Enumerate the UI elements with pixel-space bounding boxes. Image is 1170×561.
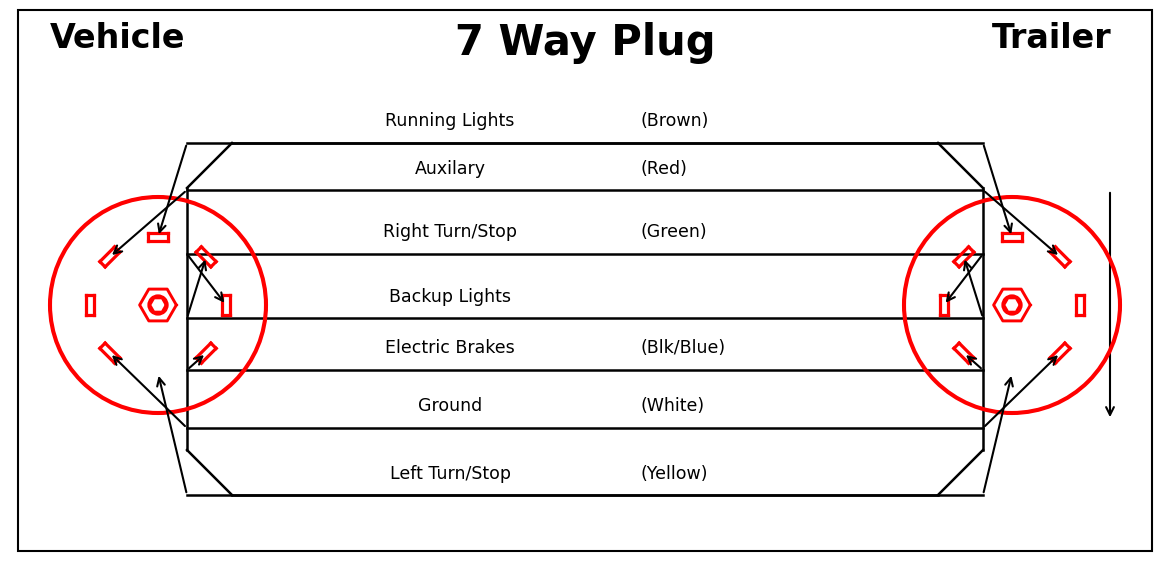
Text: (Yellow): (Yellow)	[640, 465, 708, 483]
Text: Vehicle: Vehicle	[50, 22, 186, 55]
Text: Electric Brakes: Electric Brakes	[385, 339, 515, 357]
Text: Right Turn/Stop: Right Turn/Stop	[383, 223, 517, 241]
Text: (Green): (Green)	[640, 223, 707, 241]
Text: Ground: Ground	[418, 397, 482, 415]
Text: (Red): (Red)	[640, 160, 687, 178]
Text: (White): (White)	[640, 397, 704, 415]
Text: Trailer: Trailer	[992, 22, 1112, 55]
Text: 7 Way Plug: 7 Way Plug	[455, 22, 715, 64]
Text: Auxilary: Auxilary	[414, 160, 486, 178]
Text: Running Lights: Running Lights	[385, 112, 515, 130]
Text: Backup Lights: Backup Lights	[388, 288, 511, 306]
Text: Left Turn/Stop: Left Turn/Stop	[390, 465, 510, 483]
Text: (Brown): (Brown)	[640, 112, 708, 130]
Text: (Blk/Blue): (Blk/Blue)	[640, 339, 725, 357]
